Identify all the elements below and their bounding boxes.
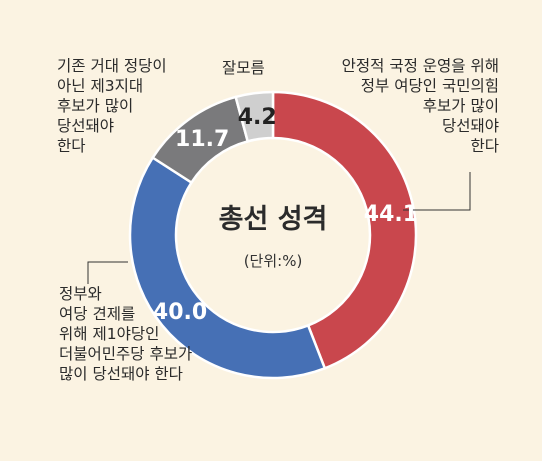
leader-line-0: [403, 172, 471, 211]
category-label-unknown: 잘모름: [222, 59, 265, 77]
donut-slice-opposition: [128, 155, 327, 380]
leader-lines: [87, 172, 471, 284]
chart-title: 총선 성격: [219, 204, 328, 235]
leader-line-1: [87, 261, 128, 284]
value-labels: 44.1 40.0 11.7 4.2: [153, 105, 418, 325]
value-label-third-party: 11.7: [175, 127, 229, 152]
category-label-ruling-party: 안정적 국정 운영을 위해 정부 여당인 국민의힘 후보가 많이 당선돼야 한다: [341, 57, 499, 155]
category-label-third-party: 기존 거대 정당이 아닌 제3지대 후보가 많이 당선돼야 한다: [57, 57, 167, 155]
donut-slice-unknown: [234, 90, 275, 143]
value-label-ruling-party: 44.1: [364, 202, 418, 227]
donut-slices: [128, 90, 418, 380]
chart-subtitle: (단위:%): [244, 252, 303, 270]
value-label-opposition: 40.0: [153, 300, 207, 325]
donut-slice-ruling-party: [271, 90, 418, 370]
category-label-opposition: 정부와 여당 견제를 위해 제1야당인 더불어민주당 후보가 많이 당선돼야 한…: [59, 285, 193, 383]
value-label-unknown: 4.2: [238, 105, 277, 130]
